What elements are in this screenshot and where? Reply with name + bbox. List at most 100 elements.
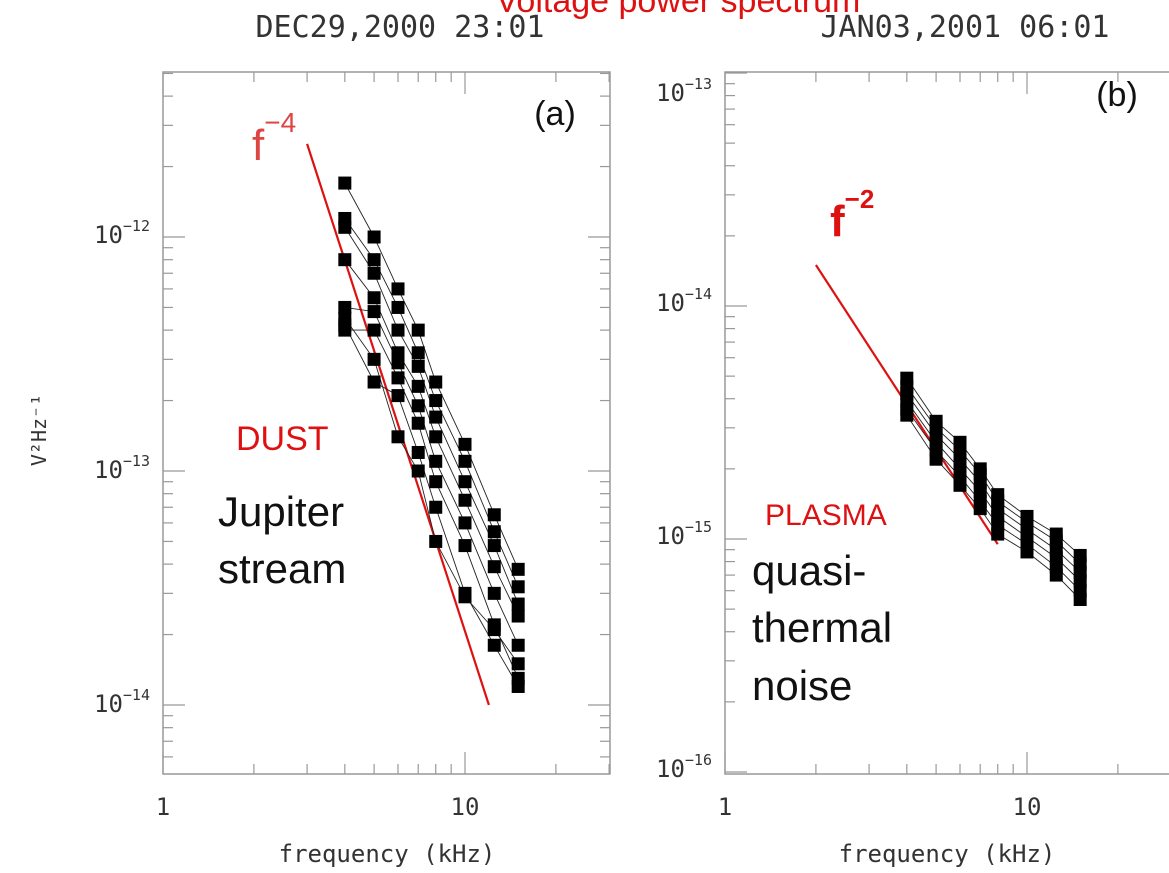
panel-a-y-tick-labels: 10−14 10−13 10−12 [94,217,150,718]
panel-a-title: DEC29,2000 23:01 [256,10,545,45]
figure-suptitle: Voltage power spectrum [496,0,861,20]
panel-a-frame [162,71,611,775]
data-point [429,375,443,389]
data-point [487,638,501,652]
data-point [991,527,1005,541]
panel-a-label: (a) [534,95,576,133]
data-point [367,230,381,244]
x-tick-label: 1 [156,793,170,821]
x-tick-label: 10 [451,793,480,821]
data-point [429,500,443,514]
data-point [429,475,443,489]
data-point [511,609,525,623]
data-point [487,525,501,539]
panel-a: DEC29,2000 23:01 10−14 10−13 10−12 1 10 … [27,10,611,868]
panel-b-frame [724,71,1169,775]
data-point [391,300,405,314]
data-point [511,638,525,652]
y-tick-label: 10−14 [656,285,712,317]
y-tick-label: 10−12 [94,217,150,249]
data-point [511,679,525,693]
data-point [391,323,405,337]
series-line [344,306,519,646]
panel-b-y-tick-labels: 10−16 10−15 10−14 10−13 [656,75,712,783]
data-point [1020,545,1034,559]
panel-a-source-line1: Jupiter [218,488,344,535]
panel-a-ticks [162,72,610,774]
panel-b-x-axis-label: frequency (kHz) [839,840,1056,868]
data-point [338,253,352,267]
data-point [391,430,405,444]
data-point [1049,568,1063,582]
y-tick-label: 10−13 [656,75,712,107]
data-point [391,389,405,403]
data-point [458,539,472,553]
panel-b: JAN03,2001 06:01 10−16 10−15 10−14 10−13… [656,10,1169,868]
data-point [429,454,443,468]
data-point [973,484,987,498]
data-point [429,394,443,408]
data-point [458,590,472,604]
data-point [411,359,425,373]
panel-b-region-label: PLASMA [765,499,887,532]
data-point [487,623,501,637]
data-point [367,323,381,337]
data-point [458,516,472,530]
data-point [367,305,381,319]
data-point [338,300,352,314]
panel-b-source-line1: quasi- [752,547,866,594]
data-point [367,352,381,366]
panel-a-x-axis-label: frequency (kHz) [279,840,496,868]
panel-a-source-line2: stream [218,545,346,592]
data-point [458,437,472,451]
panel-a-region-label: DUST [236,420,329,458]
data-point [411,464,425,478]
panel-b-source-line2: thermal [752,604,892,651]
data-point [429,410,443,424]
data-point [458,493,472,507]
panel-a-data [306,143,525,706]
data-point [487,508,501,522]
data-point [458,454,472,468]
data-point [367,375,381,389]
data-point [953,478,967,492]
fit-line [306,143,490,706]
x-tick-label: 1 [718,793,732,821]
data-point [900,408,914,422]
y-tick-label: 10−15 [656,518,712,550]
y-tick-label: 10−14 [94,686,150,718]
data-point [511,562,525,576]
data-point [391,346,405,360]
data-point [487,586,501,600]
data-point [391,356,405,370]
panel-a-y-axis-label: V²Hz⁻¹ [27,394,51,466]
data-point [487,560,501,574]
data-point [429,534,443,548]
data-point [487,539,501,553]
panel-b-title: JAN03,2001 06:01 [821,10,1110,45]
data-point [411,346,425,360]
panel-b-fit-label: f−2 [830,184,874,246]
data-point [391,282,405,296]
series-line [344,182,519,570]
data-point [367,253,381,267]
data-point [338,176,352,190]
data-point [411,399,425,413]
data-point [367,266,381,280]
data-point [411,445,425,459]
data-point [929,452,943,466]
data-point [411,323,425,337]
data-point [458,475,472,489]
panel-b-ticks [724,72,1119,774]
data-point [511,657,525,671]
y-tick-label: 10−16 [656,751,712,783]
data-point [1073,592,1087,606]
y-tick-label: 10−13 [94,452,150,484]
x-tick-label: 10 [1013,793,1042,821]
data-point [511,597,525,611]
data-point [338,220,352,234]
data-point [411,379,425,393]
panel-a-fit-label: f−4 [252,107,296,170]
series-line [344,329,519,679]
